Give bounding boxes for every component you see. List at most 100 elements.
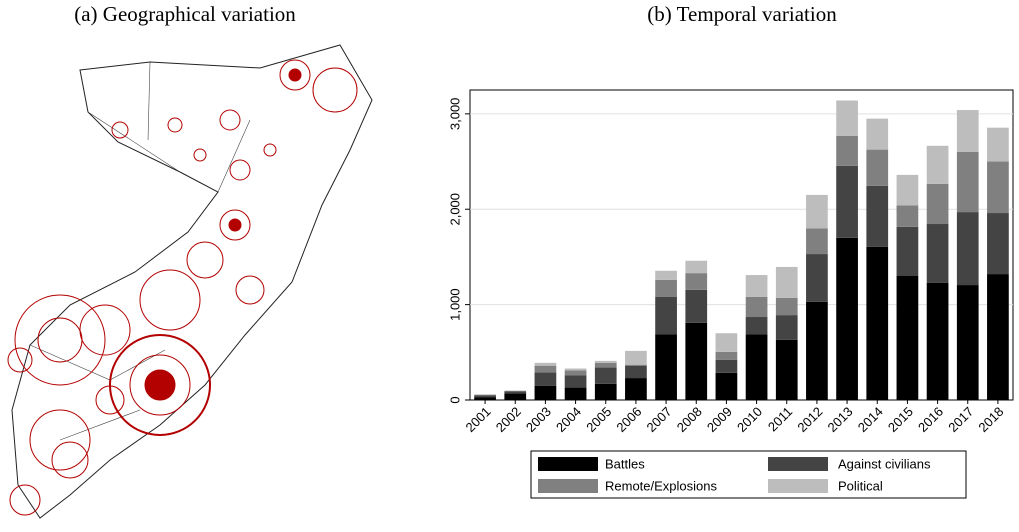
legend-label: Political (838, 478, 883, 493)
bar-segment (746, 297, 768, 317)
legend-swatch (538, 479, 598, 493)
bar-segment (565, 388, 587, 400)
bar-segment (716, 352, 738, 360)
bar-segment (595, 368, 617, 384)
x-tick-label: 2006 (613, 404, 644, 435)
x-tick-label: 2012 (794, 404, 825, 435)
bar-segment (685, 273, 707, 290)
bar-segment (806, 302, 828, 400)
bar-segment (987, 213, 1009, 274)
x-tick-label: 2003 (523, 404, 554, 435)
y-tick-label: 0 (447, 396, 462, 403)
bar-segment (897, 227, 919, 276)
bar-segment (625, 378, 647, 400)
bar-segment (746, 334, 768, 400)
bar-segment (746, 275, 768, 297)
bar-segment (987, 128, 1009, 162)
bar-segment (987, 162, 1009, 214)
bar-segment (716, 360, 738, 373)
bar-segment (776, 298, 798, 315)
bar-segment (595, 361, 617, 363)
x-tick-label: 2001 (463, 404, 494, 435)
bar-segment (655, 280, 677, 297)
bar-segment (474, 395, 496, 397)
bar-segment (746, 317, 768, 334)
bar-segment (957, 285, 979, 400)
x-tick-label: 2011 (765, 404, 795, 434)
bar-segment (806, 195, 828, 228)
bar-segment (776, 340, 798, 400)
bar-segment (504, 393, 526, 400)
y-tick-label: 2,000 (447, 193, 462, 226)
x-tick-label: 2015 (885, 404, 916, 435)
x-tick-label: 2016 (915, 404, 946, 435)
bar-segment (957, 110, 979, 152)
bar-segment (535, 363, 557, 366)
bar-segment (866, 150, 888, 186)
bar-segment (565, 375, 587, 387)
bar-segment (716, 373, 738, 400)
bar-segment (836, 136, 858, 166)
bar-segment (927, 146, 949, 184)
bar-segment (776, 267, 798, 298)
bar-segment (836, 100, 858, 135)
bar-segment (776, 315, 798, 340)
bar-segment (836, 238, 858, 400)
bar-segment (535, 386, 557, 400)
legend-label: Against civilians (838, 456, 931, 471)
bar-segment (927, 184, 949, 224)
bar-segment (655, 271, 677, 280)
x-tick-label: 2008 (674, 404, 705, 435)
bar-segment (897, 175, 919, 206)
legend-label: Remote/Explosions (605, 478, 717, 493)
bar-segment (595, 384, 617, 400)
bar-segment (565, 370, 587, 375)
bar-segment (504, 391, 526, 393)
x-tick-label: 2005 (583, 404, 614, 435)
bar-segment (685, 261, 707, 273)
bar-segment (897, 276, 919, 400)
legend-swatch (768, 457, 828, 471)
bar-segment (474, 397, 496, 400)
x-tick-label: 2010 (734, 404, 765, 435)
bar-segment (535, 372, 557, 385)
x-tick-label: 2014 (855, 404, 886, 435)
bar-segment (806, 228, 828, 254)
bar-segment (866, 186, 888, 247)
bar-segment (866, 247, 888, 400)
x-tick-label: 2004 (553, 404, 584, 435)
x-tick-label: 2017 (945, 404, 976, 435)
bar-segment (565, 369, 587, 371)
legend-swatch (768, 479, 828, 493)
y-tick-label: 3,000 (447, 98, 462, 131)
bar-segment (897, 205, 919, 226)
bar-segment (625, 365, 647, 366)
bar-segment (927, 283, 949, 400)
bar-segment (806, 254, 828, 302)
bar-segment (927, 224, 949, 283)
bar-segment (836, 166, 858, 238)
bar-segment (866, 119, 888, 150)
map (8, 45, 372, 518)
legend-label: Battles (605, 456, 645, 471)
map-title: (a) Geographical variation (74, 2, 296, 26)
bar-segment (957, 212, 979, 285)
bar-segment (625, 351, 647, 365)
x-tick-label: 2013 (825, 404, 856, 435)
bar-segment (685, 323, 707, 400)
y-tick-label: 1,000 (447, 288, 462, 321)
x-tick-label: 2009 (704, 404, 735, 435)
bar-segment (625, 366, 647, 378)
legend-swatch (538, 457, 598, 471)
bar-segment (957, 152, 979, 212)
bar-segment (716, 333, 738, 352)
bar-segment (685, 290, 707, 323)
x-tick-label: 2007 (644, 404, 675, 435)
country-outline (12, 45, 372, 518)
bar-segment (655, 334, 677, 400)
bar-segment (987, 274, 1009, 400)
bar-segment (655, 297, 677, 334)
x-tick-label: 2002 (493, 404, 524, 435)
bar-segment (535, 366, 557, 373)
